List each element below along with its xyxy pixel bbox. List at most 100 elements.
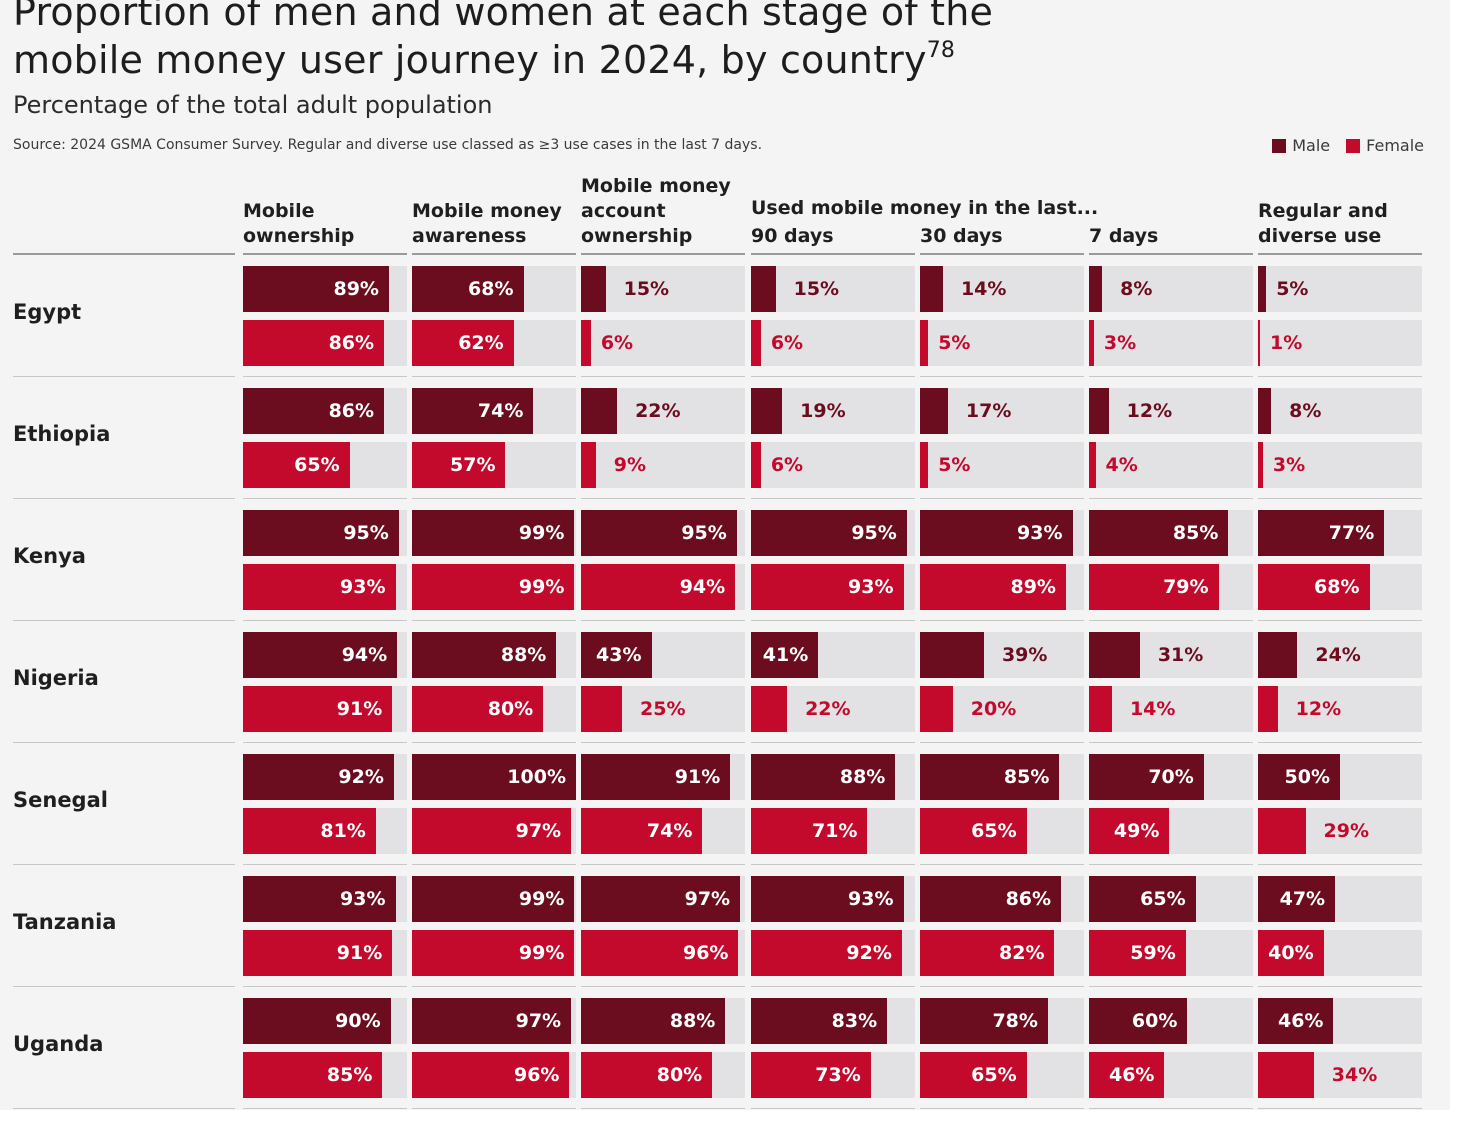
header-rule-3	[581, 253, 745, 255]
legend-item-female: Female	[1346, 136, 1424, 155]
row-separator	[751, 742, 915, 743]
bar-track: 65%	[1089, 876, 1253, 922]
bar-male	[243, 266, 389, 312]
bar-track: 8%	[1258, 388, 1422, 434]
country-label: Kenya	[13, 544, 86, 568]
bar-male	[243, 754, 394, 800]
value-label: 68%	[468, 278, 514, 300]
bar-track: 31%	[1089, 632, 1253, 678]
bar-track: 19%	[751, 388, 915, 434]
bar-track: 85%	[920, 754, 1084, 800]
value-label: 15%	[623, 278, 670, 300]
legend-label-male: Male	[1292, 136, 1331, 155]
bar-track: 77%	[1258, 510, 1422, 556]
row-separator	[412, 742, 576, 743]
row-separator	[1258, 864, 1422, 865]
value-label: 91%	[674, 766, 721, 788]
value-label: 8%	[1120, 278, 1153, 300]
bar-track: 25%	[581, 686, 745, 732]
bar-female	[1258, 686, 1278, 732]
legend-swatch-male	[1272, 138, 1287, 153]
bar-track: 83%	[751, 998, 915, 1044]
bar-male	[1258, 754, 1340, 800]
value-label: 83%	[831, 1010, 878, 1032]
value-label: 9%	[613, 454, 647, 476]
bar-male	[1089, 388, 1109, 434]
bar-male	[412, 632, 557, 678]
value-label: 62%	[458, 332, 504, 354]
bar-track: 50%	[1258, 754, 1422, 800]
value-label: 91%	[336, 698, 383, 720]
value-label: 31%	[1157, 644, 1204, 666]
value-label: 99%	[518, 522, 565, 544]
bar-track: 60%	[1089, 998, 1253, 1044]
row-separator	[581, 864, 745, 865]
bar-female	[243, 686, 393, 732]
bar-male	[1258, 632, 1298, 678]
bar-female	[1258, 808, 1306, 854]
bar-track: 41%	[751, 632, 915, 678]
bar-track: 74%	[581, 808, 745, 854]
bar-female	[751, 442, 761, 488]
header-rule-country	[13, 253, 235, 255]
bar-chart: Mobile ownership Mobile money awareness Mobi…	[13, 175, 1422, 1109]
row-separator	[243, 742, 407, 743]
bar-track: 90%	[243, 998, 407, 1044]
bar-male	[1089, 266, 1103, 312]
value-label: 50%	[1284, 766, 1330, 788]
bar-track: 93%	[751, 564, 915, 610]
bar-male	[751, 632, 819, 678]
bar-track: 70%	[1089, 754, 1253, 800]
value-label: 49%	[1113, 820, 1160, 842]
bar-male	[751, 876, 904, 922]
value-label: 80%	[656, 1064, 703, 1086]
bar-track: 97%	[581, 876, 745, 922]
bar-female	[243, 564, 396, 610]
bar-track: 15%	[581, 266, 745, 312]
value-label: 39%	[1001, 644, 1048, 666]
value-label: 41%	[762, 644, 809, 666]
bar-track: 99%	[412, 930, 576, 976]
bar-track: 65%	[243, 442, 407, 488]
row-separator	[412, 986, 576, 987]
bar-male	[1258, 388, 1272, 434]
row-separator	[412, 376, 576, 377]
bar-female	[581, 442, 596, 488]
value-label: 65%	[1140, 888, 1186, 910]
bar-female	[243, 442, 350, 488]
bar-track: 71%	[751, 808, 915, 854]
value-label: 93%	[848, 576, 894, 598]
bar-track: 39%	[920, 632, 1084, 678]
bar-female	[751, 320, 761, 366]
column-header-line: diverse use	[1258, 225, 1382, 247]
bar-male	[243, 510, 399, 556]
value-label: 5%	[938, 332, 971, 354]
bar-male	[920, 998, 1048, 1044]
header-rule-7	[1258, 253, 1422, 255]
bar-female	[920, 442, 929, 488]
bar-track: 62%	[412, 320, 576, 366]
row-separator	[751, 986, 915, 987]
bar-female	[412, 686, 544, 732]
bar-female	[1258, 1052, 1314, 1098]
bar-track: 88%	[581, 998, 745, 1044]
bar-track: 4%	[1089, 442, 1253, 488]
row-separator	[581, 742, 745, 743]
bar-track: 89%	[920, 564, 1084, 610]
bar-track: 59%	[1089, 930, 1253, 976]
bar-track: 97%	[412, 808, 576, 854]
bar-track: 96%	[581, 930, 745, 976]
bar-track: 74%	[412, 388, 576, 434]
bar-male	[751, 266, 776, 312]
row-separator	[751, 1108, 915, 1109]
bar-track: 65%	[920, 808, 1084, 854]
chart-subtitle: Percentage of the total adult population	[13, 91, 493, 119]
bar-male	[1258, 510, 1385, 556]
bar-track: 6%	[751, 442, 915, 488]
bar-track: 12%	[1258, 686, 1422, 732]
bar-track: 22%	[581, 388, 745, 434]
bar-female	[412, 442, 506, 488]
column-header-7: Regular and diverse use	[1258, 199, 1388, 249]
value-label: 19%	[800, 400, 846, 422]
column-header-line: 90 days	[751, 225, 834, 247]
